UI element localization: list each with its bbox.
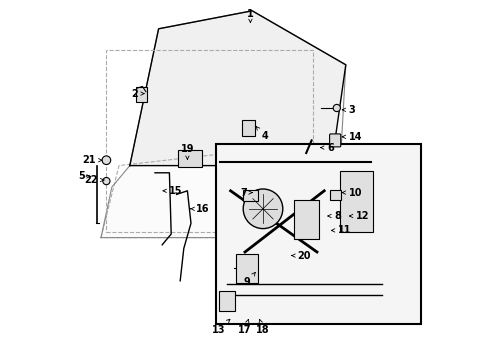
Text: 9: 9 xyxy=(244,273,255,287)
Text: 12: 12 xyxy=(349,211,369,221)
Text: 3: 3 xyxy=(343,105,355,115)
Bar xyxy=(106,50,314,232)
Text: 6: 6 xyxy=(321,143,334,153)
FancyBboxPatch shape xyxy=(330,134,341,147)
Text: 14: 14 xyxy=(343,132,362,142)
Text: 1: 1 xyxy=(247,9,254,22)
Text: 13: 13 xyxy=(212,319,230,335)
Circle shape xyxy=(333,104,341,112)
Text: 17: 17 xyxy=(238,319,252,335)
FancyBboxPatch shape xyxy=(243,190,258,201)
Text: 21: 21 xyxy=(82,155,102,165)
FancyBboxPatch shape xyxy=(294,200,319,239)
Text: 4: 4 xyxy=(256,127,268,141)
FancyBboxPatch shape xyxy=(178,150,202,167)
Text: 19: 19 xyxy=(181,144,194,159)
Text: 16: 16 xyxy=(191,204,210,214)
Text: 2: 2 xyxy=(131,89,144,99)
FancyBboxPatch shape xyxy=(136,87,147,102)
Bar xyxy=(216,144,421,324)
Text: 10: 10 xyxy=(343,188,362,198)
Text: 8: 8 xyxy=(328,211,341,221)
Text: 11: 11 xyxy=(332,225,351,235)
Text: 15: 15 xyxy=(163,186,183,196)
Text: 22: 22 xyxy=(85,175,104,185)
Circle shape xyxy=(243,189,283,229)
FancyBboxPatch shape xyxy=(219,291,235,311)
Circle shape xyxy=(102,156,111,165)
Text: 7: 7 xyxy=(240,188,252,198)
FancyBboxPatch shape xyxy=(242,120,255,136)
Polygon shape xyxy=(130,11,346,166)
FancyBboxPatch shape xyxy=(330,190,341,200)
Polygon shape xyxy=(101,11,346,238)
FancyBboxPatch shape xyxy=(341,171,373,232)
Text: 5: 5 xyxy=(78,171,91,181)
Circle shape xyxy=(103,177,110,185)
Text: 18: 18 xyxy=(256,319,270,335)
Text: 20: 20 xyxy=(292,251,311,261)
FancyBboxPatch shape xyxy=(236,254,258,283)
